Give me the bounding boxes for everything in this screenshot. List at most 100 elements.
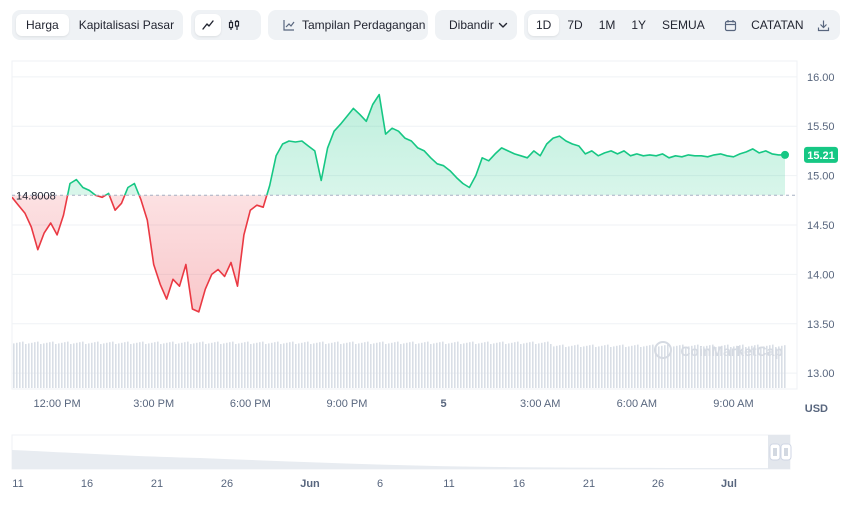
- volume-bar: [676, 345, 678, 388]
- current-price-tag: [804, 146, 838, 163]
- volume-bar: [133, 343, 135, 388]
- volume-bar: [85, 344, 87, 388]
- volume-bar: [106, 342, 108, 388]
- chart-type-group: [191, 10, 261, 40]
- navigator-tick-label: 21: [583, 478, 595, 490]
- volume-bar: [412, 341, 414, 388]
- volume-bar: [496, 342, 498, 388]
- currency-label: USD: [804, 403, 828, 415]
- volume-bar: [301, 342, 303, 388]
- volume-bar: [766, 345, 768, 388]
- x-tick-label: 9:00 PM: [326, 398, 367, 410]
- volume-bar: [346, 342, 348, 388]
- volume-bar: [610, 347, 612, 388]
- volume-bars: [13, 341, 786, 388]
- volume-bar: [538, 343, 540, 388]
- range-all[interactable]: SEMUA: [662, 18, 705, 32]
- volume-bar: [511, 342, 513, 388]
- volume-bar: [757, 344, 759, 388]
- volume-bar: [637, 344, 639, 388]
- volume-bar: [487, 341, 489, 388]
- volume-bar: [319, 342, 321, 388]
- volume-bar: [505, 344, 507, 388]
- volume-bar: [151, 342, 153, 388]
- range-1d[interactable]: 1D: [528, 14, 560, 36]
- volume-bar: [781, 345, 783, 388]
- volume-bar: [118, 343, 120, 388]
- volume-bar: [316, 342, 318, 388]
- volume-bar: [136, 342, 138, 388]
- volume-bar: [52, 341, 54, 388]
- volume-bar: [565, 347, 567, 388]
- trading-view-label: Tampilan Perdagangan: [302, 18, 426, 32]
- current-price-label: 15.21: [807, 150, 835, 162]
- navigator-handle-right[interactable]: [780, 443, 792, 461]
- volume-bar: [445, 344, 447, 388]
- volume-bar: [457, 341, 459, 388]
- tab-price[interactable]: Harga: [16, 14, 69, 36]
- volume-bar: [715, 347, 717, 388]
- volume-bar: [352, 341, 354, 388]
- volume-bar: [664, 345, 666, 388]
- volume-bar: [241, 342, 243, 388]
- volume-bar: [634, 345, 636, 388]
- volume-bar: [598, 346, 600, 388]
- x-tick-label: 3:00 PM: [133, 398, 174, 410]
- volume-bar: [580, 347, 582, 388]
- volume-bar: [283, 343, 285, 388]
- volume-bar: [130, 344, 132, 388]
- volume-bar: [271, 342, 273, 388]
- calendar-button[interactable]: [719, 14, 743, 36]
- volume-bar: [622, 344, 624, 388]
- volume-bar: [706, 345, 708, 388]
- volume-bar: [193, 343, 195, 388]
- volume-bar: [397, 341, 399, 388]
- volume-bar: [742, 344, 744, 388]
- volume-bar: [238, 343, 240, 388]
- volume-bar: [571, 345, 573, 388]
- volume-bar: [490, 344, 492, 388]
- volume-bar: [292, 341, 294, 388]
- price-line-below-reference: [12, 195, 268, 313]
- volume-bar: [514, 342, 516, 388]
- volume-bar: [76, 342, 78, 388]
- volume-bar: [448, 343, 450, 388]
- current-price-point[interactable]: [781, 150, 789, 159]
- volume-bar: [541, 342, 543, 388]
- range-1y[interactable]: 1Y: [631, 18, 647, 32]
- navigator-tick-label: Jun: [300, 478, 320, 490]
- volume-bar: [550, 344, 552, 388]
- volume-bar: [40, 344, 42, 388]
- volume-bar: [199, 342, 201, 388]
- range-7d[interactable]: 7D: [567, 18, 583, 32]
- log-scale-button[interactable]: CATATAN: [751, 18, 804, 32]
- volume-bar: [355, 344, 357, 388]
- download-button[interactable]: [812, 14, 836, 36]
- navigator-area: [12, 450, 790, 469]
- volume-bar: [670, 347, 672, 388]
- volume-bar: [157, 341, 159, 388]
- tab-market-cap[interactable]: Kapitalisasi Pasar: [78, 18, 175, 32]
- volume-bar: [754, 345, 756, 388]
- volume-bar: [28, 343, 30, 388]
- volume-bar: [409, 342, 411, 388]
- volume-bar: [682, 344, 684, 388]
- volume-bar: [190, 344, 192, 388]
- volume-bar: [220, 344, 222, 388]
- volume-bar: [178, 343, 180, 388]
- volume-bar: [160, 344, 162, 388]
- candlestick-button[interactable]: [221, 14, 247, 36]
- volume-bar: [586, 345, 588, 388]
- trend-chart-icon: [283, 20, 295, 31]
- compare-group: Dibandir: [435, 10, 517, 40]
- navigator-tick-label: 11: [443, 478, 454, 490]
- line-chart-button[interactable]: [195, 14, 221, 36]
- volume-bar: [577, 344, 579, 388]
- trading-view-button[interactable]: Tampilan Perdagangan: [272, 14, 435, 36]
- volume-bar: [268, 343, 270, 388]
- volume-bar: [244, 342, 246, 388]
- navigator-handle-left[interactable]: [769, 443, 781, 461]
- compare-dropdown[interactable]: Dibandir: [439, 14, 518, 36]
- range-1m[interactable]: 1M: [598, 18, 616, 32]
- volume-bar: [127, 341, 129, 388]
